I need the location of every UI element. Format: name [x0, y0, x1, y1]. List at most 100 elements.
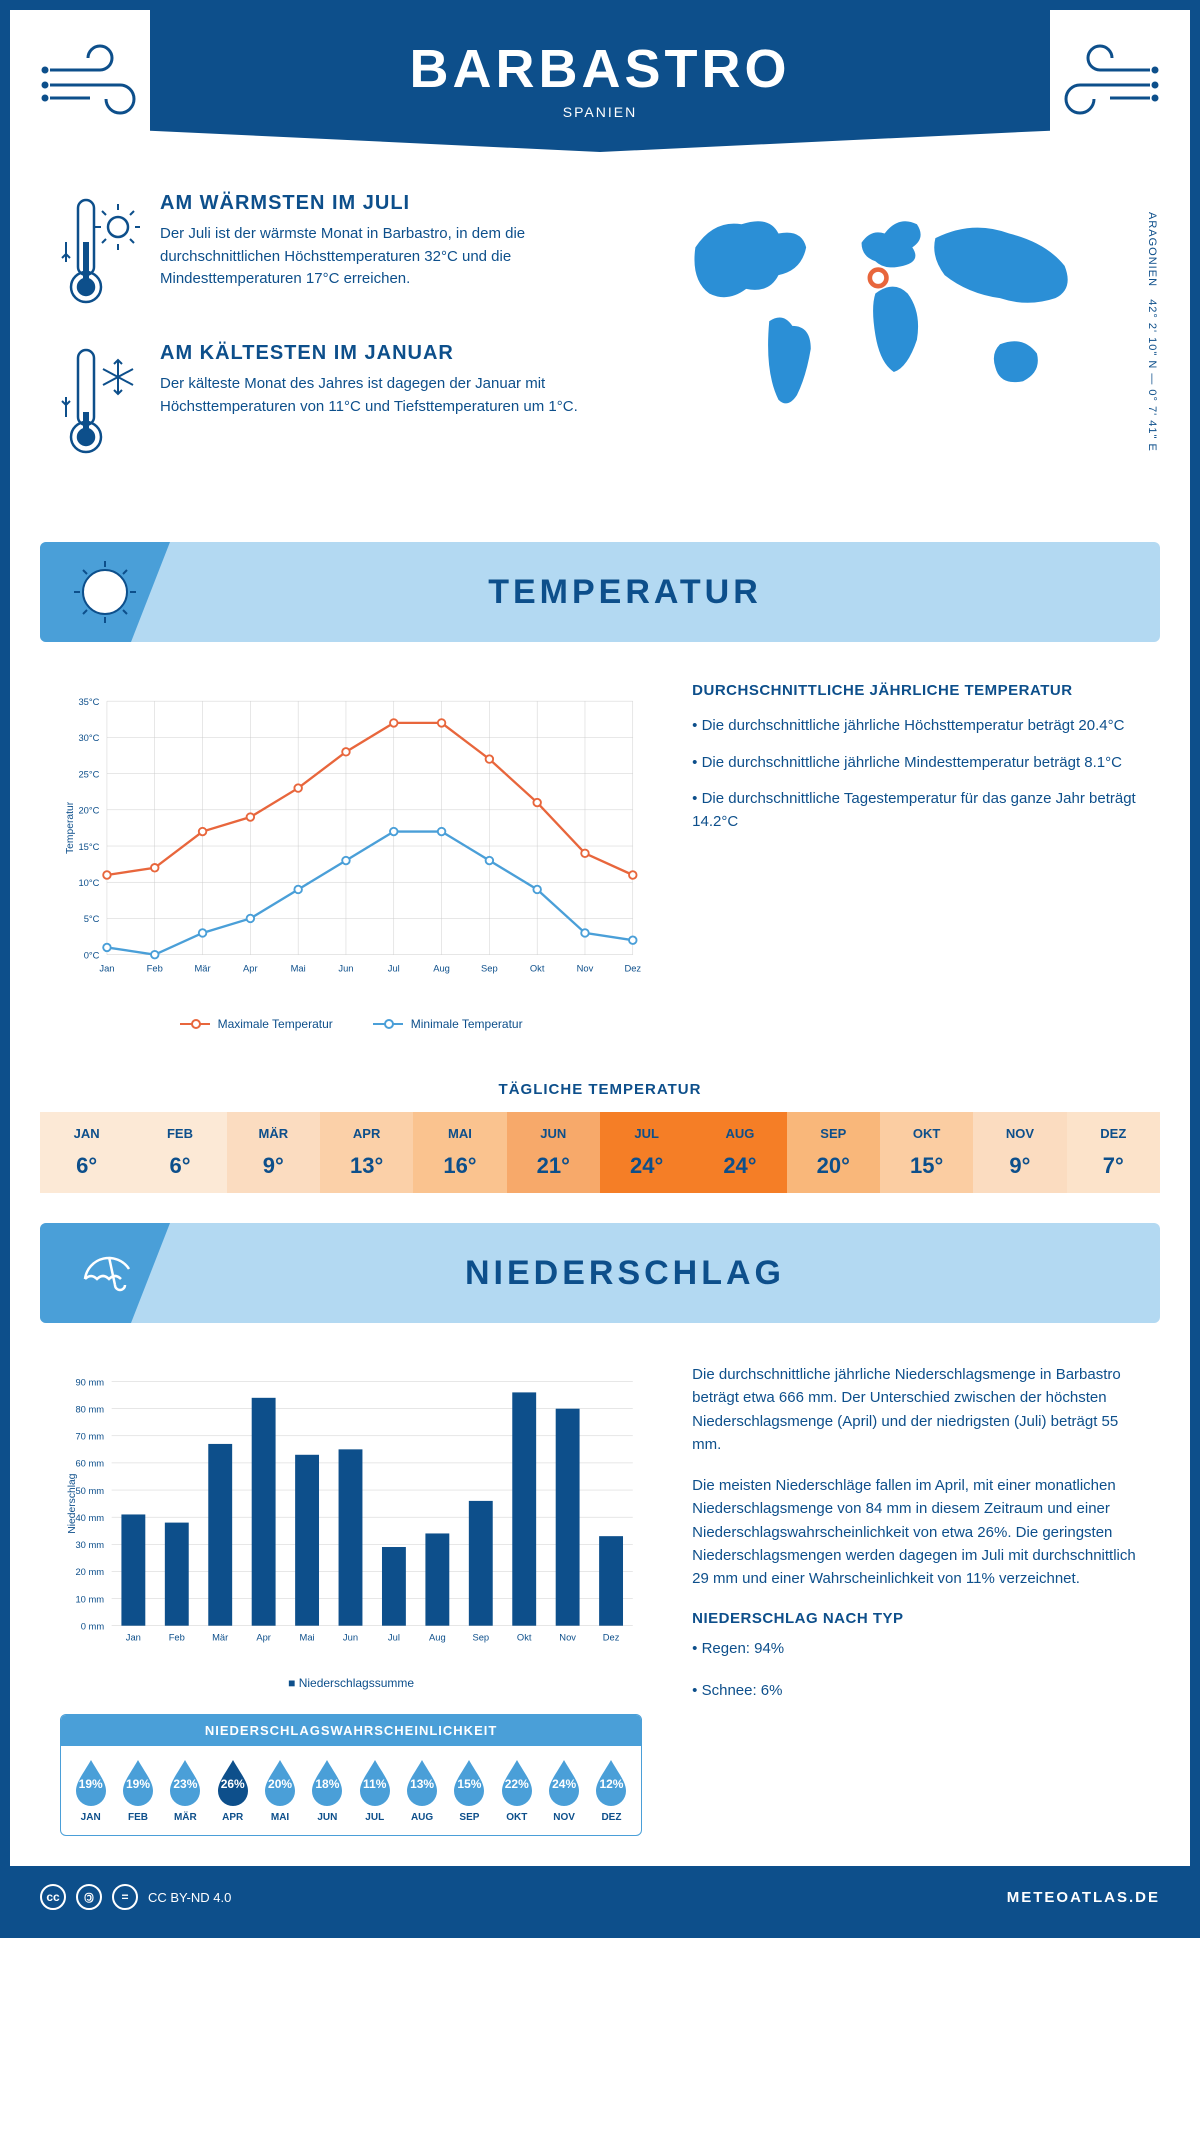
warmest-fact: AM WÄRMSTEN IM JULI Der Juli ist der wär…	[60, 192, 580, 312]
svg-text:30 mm: 30 mm	[75, 1540, 104, 1550]
sun-icon	[70, 557, 140, 627]
svg-text:Mär: Mär	[194, 964, 210, 974]
wind-icon-left	[40, 40, 150, 120]
coldest-text: Der kälteste Monat des Jahres ist dagege…	[160, 373, 580, 418]
svg-text:40 mm: 40 mm	[75, 1513, 104, 1523]
probability-cell: 20%MAI	[256, 1758, 303, 1823]
svg-text:20°C: 20°C	[78, 806, 99, 816]
probability-cell: 13%AUG	[398, 1758, 445, 1823]
nd-icon: =	[112, 1884, 138, 1910]
thermometer-cold-icon	[60, 342, 140, 462]
svg-text:Jun: Jun	[338, 964, 353, 974]
svg-text:Feb: Feb	[147, 964, 163, 974]
probability-cell: 15%SEP	[446, 1758, 493, 1823]
umbrella-icon	[73, 1241, 137, 1305]
warmest-text: Der Juli ist der wärmste Monat in Barbas…	[160, 223, 580, 291]
legend-min-label: Minimale Temperatur	[411, 1017, 523, 1031]
svg-text:Niederschlag: Niederschlag	[67, 1473, 78, 1533]
svg-text:Jul: Jul	[388, 1633, 400, 1643]
svg-text:Mai: Mai	[300, 1633, 315, 1643]
city-title: BARBASTRO	[170, 38, 1030, 100]
svg-text:Aug: Aug	[429, 1633, 446, 1643]
svg-text:Okt: Okt	[517, 1633, 532, 1643]
license-text: CC BY-ND 4.0	[148, 1890, 231, 1905]
cc-icon: cc	[40, 1884, 66, 1910]
svg-text:Dez: Dez	[624, 964, 641, 974]
svg-text:50 mm: 50 mm	[75, 1486, 104, 1496]
coldest-title: AM KÄLTESTEN IM JANUAR	[160, 342, 580, 365]
svg-text:Temperatur: Temperatur	[65, 801, 76, 854]
temperature-section-header: TEMPERATUR	[40, 542, 1160, 642]
svg-text:Jul: Jul	[388, 964, 400, 974]
daily-temp-cell: JUL24°	[600, 1112, 693, 1193]
country-subtitle: SPANIEN	[170, 104, 1030, 120]
svg-text:10°C: 10°C	[78, 878, 99, 888]
daily-temp-cell: SEP20°	[787, 1112, 880, 1193]
probability-heading: NIEDERSCHLAGSWAHRSCHEINLICHKEIT	[61, 1715, 641, 1746]
daily-temp-cell: NOV9°	[973, 1112, 1066, 1193]
temperature-line-chart: 0°C 5°C 10°C 15°C 20°C 25°C 30°C 35°C Jan Feb Mär A…	[60, 682, 642, 1031]
intro-section: AM WÄRMSTEN IM JULI Der Juli ist der wär…	[10, 152, 1190, 522]
legend-max-label: Maximale Temperatur	[218, 1017, 333, 1031]
daily-temp-cell: JAN6°	[40, 1112, 133, 1193]
coldest-fact: AM KÄLTESTEN IM JANUAR Der kälteste Mona…	[60, 342, 580, 462]
daily-temp-cell: FEB6°	[133, 1112, 226, 1193]
temp-summary-heading: DURCHSCHNITTLICHE JÄHRLICHE TEMPERATUR	[692, 682, 1140, 699]
precipitation-probability-box: NIEDERSCHLAGSWAHRSCHEINLICHKEIT 19%JAN19…	[60, 1714, 642, 1836]
svg-text:20 mm: 20 mm	[75, 1567, 104, 1577]
svg-text:5°C: 5°C	[84, 914, 100, 924]
probability-cell: 12%DEZ	[588, 1758, 635, 1823]
daily-temp-cell: JUN21°	[507, 1112, 600, 1193]
precip-type-heading: NIEDERSCHLAG NACH TYP	[692, 1610, 1140, 1627]
svg-text:Sep: Sep	[472, 1633, 489, 1643]
warmest-title: AM WÄRMSTEN IM JULI	[160, 192, 580, 215]
brand-text: METEOATLAS.DE	[1007, 1889, 1160, 1906]
svg-text:Jan: Jan	[126, 1633, 141, 1643]
svg-text:Sep: Sep	[481, 964, 498, 974]
probability-cell: 19%JAN	[67, 1758, 114, 1823]
svg-text:25°C: 25°C	[78, 769, 99, 779]
svg-text:35°C: 35°C	[78, 697, 99, 707]
svg-text:10 mm: 10 mm	[75, 1594, 104, 1604]
svg-text:0°C: 0°C	[84, 950, 100, 960]
daily-temp-cell: MÄR9°	[227, 1112, 320, 1193]
svg-text:Dez: Dez	[603, 1633, 620, 1643]
temperature-summary-text: DURCHSCHNITTLICHE JÄHRLICHE TEMPERATUR •…	[692, 682, 1140, 1031]
coordinates: ARAGONIEN 42° 2' 10" N — 0° 7' 41" E	[1146, 212, 1158, 452]
probability-cell: 22%OKT	[493, 1758, 540, 1823]
svg-text:Mär: Mär	[212, 1633, 228, 1643]
svg-text:0 mm: 0 mm	[81, 1621, 105, 1631]
thermometer-hot-icon	[60, 192, 140, 312]
svg-text:Jan: Jan	[99, 964, 114, 974]
svg-text:90 mm: 90 mm	[75, 1377, 104, 1387]
daily-temperature-title: TÄGLICHE TEMPERATUR	[10, 1081, 1190, 1098]
precipitation-summary-text: Die durchschnittliche jährliche Niedersc…	[692, 1363, 1140, 1836]
probability-cell: 18%JUN	[304, 1758, 351, 1823]
precipitation-heading: NIEDERSCHLAG	[170, 1254, 1160, 1293]
probability-cell: 23%MÄR	[162, 1758, 209, 1823]
svg-text:Nov: Nov	[577, 964, 594, 974]
svg-text:Apr: Apr	[243, 964, 258, 974]
svg-text:15°C: 15°C	[78, 842, 99, 852]
probability-cell: 19%FEB	[114, 1758, 161, 1823]
infographic-container: BARBASTRO SPANIEN AM WÄRMSTEN IM JULI De…	[0, 0, 1200, 1938]
svg-text:70 mm: 70 mm	[75, 1432, 104, 1442]
probability-cell: 24%NOV	[540, 1758, 587, 1823]
svg-text:Jun: Jun	[343, 1633, 358, 1643]
svg-text:Nov: Nov	[559, 1633, 576, 1643]
header-banner: BARBASTRO SPANIEN	[150, 10, 1050, 152]
svg-text:30°C: 30°C	[78, 733, 99, 743]
daily-temp-cell: AUG24°	[693, 1112, 786, 1193]
daily-temp-cell: APR13°	[320, 1112, 413, 1193]
svg-text:Aug: Aug	[433, 964, 450, 974]
probability-cell: 11%JUL	[351, 1758, 398, 1823]
svg-text:80 mm: 80 mm	[75, 1404, 104, 1414]
by-icon: 🄯	[76, 1884, 102, 1910]
temperature-heading: TEMPERATUR	[170, 573, 1160, 612]
svg-text:Feb: Feb	[169, 1633, 185, 1643]
wind-icon-right	[1050, 40, 1160, 120]
footer: cc 🄯 = CC BY-ND 4.0 METEOATLAS.DE	[10, 1866, 1190, 1928]
svg-text:Apr: Apr	[256, 1633, 271, 1643]
daily-temp-cell: DEZ7°	[1067, 1112, 1160, 1193]
daily-temperature-grid: JAN6°FEB6°MÄR9°APR13°MAI16°JUN21°JUL24°A…	[40, 1112, 1160, 1193]
